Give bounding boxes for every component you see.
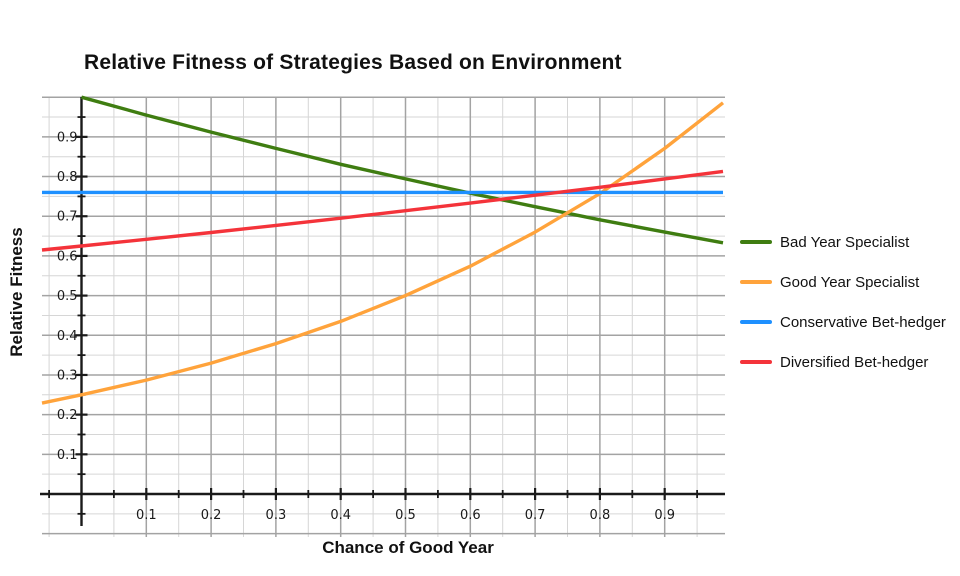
legend-swatch	[740, 320, 772, 324]
y-tick-label: 0.8	[57, 170, 78, 185]
y-tick-label: 0.7	[57, 210, 78, 225]
series-line-good-year-specialist	[41, 101, 725, 405]
legend-label: Conservative Bet-hedger	[780, 313, 946, 331]
legend-swatch	[740, 280, 772, 284]
x-tick-label: 0.6	[460, 508, 481, 523]
x-tick-label: 0.3	[266, 508, 287, 523]
y-tick-label: 0.4	[57, 329, 78, 344]
legend-label: Good Year Specialist	[780, 273, 920, 291]
y-tick-label: 0.9	[57, 130, 78, 145]
x-tick-label: 0.2	[201, 508, 222, 523]
legend-swatch	[740, 360, 772, 364]
y-tick-label: 0.5	[57, 289, 78, 304]
series-line-diversified-bet-hedger	[41, 169, 724, 252]
legend-label: Bad Year Specialist	[780, 233, 910, 251]
legend-item-bad-year-specialist: Bad Year Specialist	[740, 222, 946, 262]
legend-label: Diversified Bet-hedger	[780, 353, 929, 371]
x-tick-label: 0.5	[395, 508, 416, 523]
x-tick-label: 0.4	[330, 508, 351, 523]
x-tick-label: 0.8	[590, 508, 611, 523]
legend-item-conservative-bet-hedger: Conservative Bet-hedger	[740, 302, 946, 342]
y-tick-label: 0.3	[57, 368, 78, 383]
legend-item-diversified-bet-hedger: Diversified Bet-hedger	[740, 342, 946, 382]
x-tick-labels: 0.1 0.2 0.3 0.4 0.5 0.6 0.7 0.8 0.9	[136, 508, 675, 523]
y-tick-label: 0.2	[57, 408, 78, 423]
legend-item-good-year-specialist: Good Year Specialist	[740, 262, 946, 302]
axis-ticks	[48, 116, 698, 515]
y-tick-labels: 0.1 0.2 0.3 0.4 0.5 0.6 0.7 0.8 0.9	[57, 130, 78, 462]
series-line-bad-year-specialist	[81, 95, 724, 245]
grid-minor-lines	[42, 97, 725, 537]
x-tick-label: 0.7	[525, 508, 546, 523]
x-axis-title: Chance of Good Year	[322, 538, 494, 557]
chart-title: Relative Fitness of Strategies Based on …	[84, 51, 622, 74]
x-tick-label: 0.1	[136, 508, 157, 523]
y-tick-label: 0.1	[57, 448, 78, 463]
y-axis-title: Relative Fitness	[7, 227, 26, 357]
y-tick-label: 0.6	[57, 249, 78, 264]
grid-major-lines	[42, 96, 725, 537]
x-tick-label: 0.9	[654, 508, 675, 523]
legend: Bad Year Specialist Good Year Specialist C…	[740, 222, 946, 382]
legend-swatch	[740, 240, 772, 244]
